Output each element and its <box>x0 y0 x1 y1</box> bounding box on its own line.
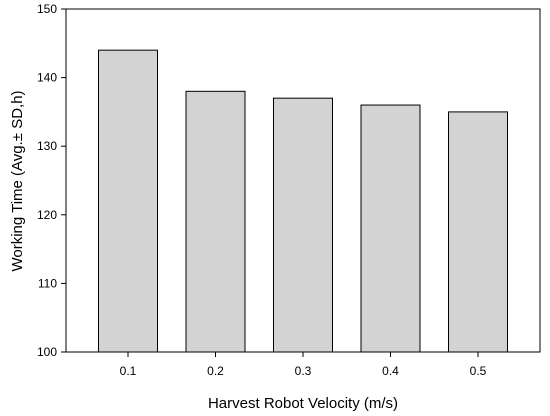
y-tick-label: 130 <box>37 139 57 153</box>
x-tick-label: 0.4 <box>382 364 399 378</box>
bars-layer <box>98 49 508 353</box>
y-tick-label: 150 <box>37 2 57 16</box>
y-tick-label: 140 <box>37 71 57 85</box>
x-tick-label: 0.3 <box>295 364 312 378</box>
x-tick-label: 0.1 <box>120 364 137 378</box>
y-axis-label: Working Time (Avg.± SD,h) <box>9 90 26 271</box>
bar-0.5 <box>448 111 508 353</box>
bar-0.2 <box>185 90 246 353</box>
ticks-layer: 100 110 120 130 140 150 0.1 0.2 0.3 0.4 0.5 <box>37 2 487 378</box>
bar-0.1 <box>98 49 158 353</box>
y-tick-label: 110 <box>38 276 57 290</box>
y-tick-label: 100 <box>37 345 57 359</box>
bar-0.4 <box>360 104 421 353</box>
y-tick-label: 120 <box>37 208 57 222</box>
x-tick-label: 0.5 <box>470 364 487 378</box>
x-tick-label: 0.2 <box>207 364 224 378</box>
bar-0.3 <box>273 97 333 353</box>
x-axis-label: Harvest Robot Velocity (m/s) <box>208 395 398 412</box>
